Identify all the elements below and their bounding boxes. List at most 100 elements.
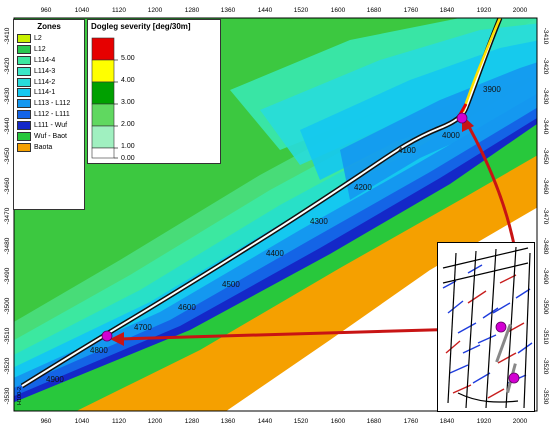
zone-swatch (17, 33, 31, 43)
x-tick-top: 1120 (112, 7, 126, 14)
x-tick-bottom: 1920 (477, 418, 492, 425)
dogleg-swatch-5 (91, 37, 115, 61)
y-axis-right: -3410 -3420 -3430 -3440 -3450 -3460 -347… (542, 28, 549, 405)
x-tick-top: 1200 (148, 7, 163, 14)
x-tick-top: 1920 (477, 7, 492, 14)
well-path-dogleg (461, 18, 502, 113)
y-tick-left: -3490 (4, 267, 11, 284)
x-tick-bottom: 1200 (148, 418, 163, 425)
y-tick-right: -3450 (542, 148, 549, 165)
corner-label: H100-2 (17, 387, 23, 405)
zone-legend-item: L12 (14, 44, 84, 55)
marker-4000 (456, 112, 468, 124)
y-tick-right: -3420 (542, 58, 549, 75)
x-tick-bottom: 1440 (258, 418, 273, 425)
zone-label: L12 (34, 45, 46, 53)
zone-legend-item: Wuf - Baot (14, 131, 84, 142)
x-tick-bottom: 1120 (112, 418, 126, 425)
y-tick-right: -3510 (542, 328, 549, 345)
y-tick-right: -3530 (542, 388, 549, 405)
zone-swatch (17, 142, 31, 152)
inset-fracture-map (438, 243, 534, 411)
x-tick-top: 1280 (185, 7, 200, 14)
x-tick-top: 1440 (258, 7, 273, 14)
x-tick-bottom: 1040 (75, 418, 90, 425)
x-tick-bottom: 1840 (440, 418, 455, 425)
y-tick-right: -3480 (542, 238, 549, 255)
zone-label: L111 - Wuf (34, 122, 68, 130)
zone-swatch (17, 110, 31, 120)
dogleg-ticks: 5.00 4.00 3.00 2.00 1.00 0.00 (114, 55, 135, 162)
x-tick-top: 1760 (404, 7, 419, 14)
zone-label: L114-1 (34, 89, 56, 97)
well-path (21, 18, 501, 387)
zone-label: L2 (34, 34, 42, 42)
x-tick-bottom: 1600 (331, 418, 346, 425)
y-tick-right: -3490 (542, 268, 549, 285)
dogleg-swatch-2 (91, 103, 115, 127)
y-tick-left: -3510 (4, 327, 11, 344)
x-tick-top: 1680 (367, 7, 382, 14)
y-tick-right: -3460 (542, 178, 549, 195)
zone-swatch (17, 88, 31, 98)
dogleg-swatch-0 (91, 147, 115, 159)
x-tick-top: 960 (41, 7, 52, 14)
zone-legend-item: L111 - Wuf (14, 120, 84, 131)
marker-4800 (101, 330, 113, 342)
md-label-4000: 4000 (442, 131, 460, 140)
dogleg-tick-label: 4.00 (121, 77, 135, 84)
y-tick-right: -3500 (542, 298, 549, 315)
dogleg-tick-label: 5.00 (121, 55, 135, 62)
x-tick-bottom: 1760 (404, 418, 419, 425)
dogleg-colorbar: 5.00 4.00 3.00 2.00 1.00 0.00 (91, 37, 135, 162)
y-tick-left: -3470 (4, 207, 11, 224)
y-tick-left: -3480 (4, 237, 11, 254)
zone-swatch (17, 131, 31, 141)
y-tick-left: -3460 (4, 177, 11, 194)
zone-label: L113 - L112 (34, 100, 71, 108)
inset-marker-lower (508, 372, 520, 384)
y-tick-right: -3430 (542, 88, 549, 105)
x-tick-bottom: 1280 (185, 418, 200, 425)
zone-swatch (17, 66, 31, 76)
y-tick-left: -3420 (4, 57, 11, 74)
x-tick-top: 2000 (513, 7, 528, 14)
y-tick-left: -3500 (4, 297, 11, 314)
y-tick-left: -3410 (4, 27, 11, 44)
zone-l112-band (14, 107, 537, 411)
zone-swatch (17, 44, 31, 54)
dogleg-tick-label: 3.00 (121, 99, 135, 106)
y-tick-left: -3450 (4, 147, 11, 164)
md-label-4900: 4900 (46, 375, 64, 384)
md-label-4800: 4800 (90, 346, 108, 355)
x-tick-top: 1040 (75, 7, 90, 14)
md-labels: 3900 4000 4100 4200 4300 4400 4500 4600 … (46, 85, 501, 384)
zone-legend-item: L112 - L111 (14, 109, 84, 120)
zone-swatch (17, 99, 31, 109)
dogleg-tick-label: 0.00 (121, 155, 135, 162)
y-tick-right: -3440 (542, 118, 549, 135)
arrow-to-4800 (117, 326, 501, 341)
zone-label: L112 - L111 (34, 111, 70, 119)
zone-legend-item: L113 - L112 (14, 98, 84, 109)
dogleg-swatch-4 (91, 59, 115, 83)
x-tick-top: 1360 (221, 7, 236, 14)
x-tick-top: 1520 (294, 7, 309, 14)
zone-legend-item: L2 (14, 33, 84, 44)
zone-swatch (17, 77, 31, 87)
inset-image (437, 242, 535, 412)
x-tick-bottom: 2000 (513, 418, 528, 425)
md-label-4500: 4500 (222, 280, 240, 289)
md-label-4100: 4100 (398, 146, 416, 155)
dogleg-swatch-3 (91, 81, 115, 105)
y-tick-right: -3520 (542, 358, 549, 375)
zone-legend-item: L114-4 (14, 55, 84, 66)
y-tick-right: -3470 (542, 208, 549, 225)
inset-marker-upper (495, 321, 507, 333)
zone-legend-item: L114-3 (14, 66, 84, 77)
zones-legend: Zones L2 L12 L114-4 L114-3 L114-2 L114-1… (13, 19, 85, 210)
md-label-4300: 4300 (310, 217, 328, 226)
y-axis-left: -3410 -3420 -3430 -3440 -3450 -3460 -347… (4, 27, 11, 404)
x-tick-bottom: 960 (41, 418, 52, 425)
zone-label: L114-3 (34, 67, 56, 75)
